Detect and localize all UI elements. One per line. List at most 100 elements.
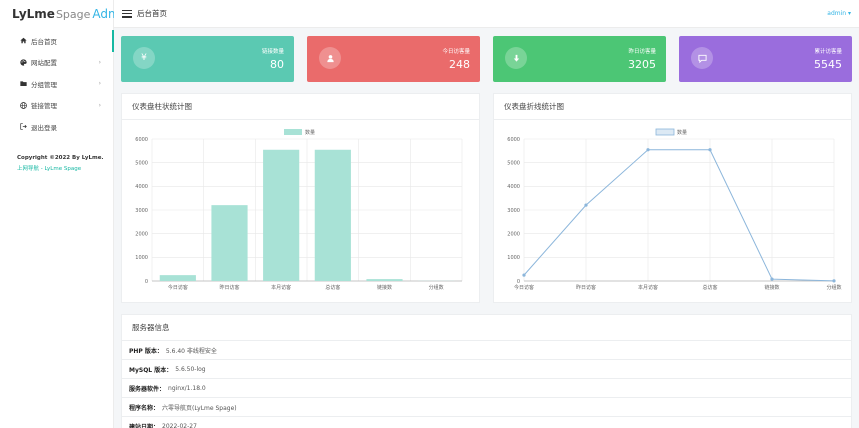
x-tick-label: 本月访客 [271, 284, 291, 291]
data-point [584, 203, 588, 207]
top-header: 后台首页 admin ▾ [114, 0, 859, 28]
x-tick-label: 链接数 [377, 284, 392, 291]
server-info-title: 服务器信息 [122, 315, 851, 341]
data-point [832, 279, 836, 283]
server-info-panel: 服务器信息 PHP 版本： 5.6.40 非线程安全 MySQL 版本： 5.6.5… [121, 314, 852, 428]
y-tick-label: 1000 [135, 255, 148, 261]
bar [211, 205, 248, 281]
stat-label: 昨日访客量 [628, 49, 656, 55]
y-tick-label: 5000 [507, 160, 520, 166]
sidebar-item-home[interactable]: 后台首页 [0, 30, 114, 52]
sidebar-item-logout[interactable]: 退出登录 [0, 116, 113, 138]
menu-toggle-icon[interactable] [122, 9, 132, 18]
x-tick-label: 今日访客 [168, 284, 188, 291]
user-icon [319, 47, 341, 69]
stat-label: 链接数量 [261, 49, 284, 55]
y-tick-label: 2000 [507, 231, 520, 237]
server-key: PHP 版本： [129, 347, 163, 355]
y-tick-label: 6000 [507, 137, 520, 143]
y-tick-label: 3000 [507, 208, 520, 214]
x-tick-label: 链接数 [764, 284, 779, 291]
y-tick-label: 4000 [507, 184, 520, 190]
legend-label: 数量 [677, 129, 687, 136]
data-point [646, 148, 650, 152]
line-chart: 数量 0 1000 2000 3000 4000 5000 6000 今日访客 昨日访客 本月访客 总… [507, 128, 842, 291]
sidebar-item-site-config[interactable]: 网站配置 › [0, 52, 113, 74]
y-tick-label: 1000 [507, 255, 520, 261]
line-chart-title: 仪表盘折线统计图 [494, 94, 851, 120]
logout-icon [17, 123, 29, 130]
user-menu[interactable]: admin ▾ [827, 10, 851, 17]
legend-label: 数量 [305, 129, 315, 136]
x-tick-label: 分组数 [429, 284, 444, 291]
x-tick-label: 今日访客 [514, 284, 534, 291]
stat-value: 5545 [814, 58, 842, 71]
yen-icon: ¥ [133, 47, 155, 69]
x-tick-label: 本月访客 [638, 284, 658, 291]
server-row-php: PHP 版本： 5.6.40 非线程安全 [122, 341, 851, 360]
y-tick-label: 0 [145, 279, 148, 285]
bar-chart-title: 仪表盘柱状统计图 [122, 94, 479, 120]
legend-swatch [655, 128, 675, 136]
y-tick-label: 0 [517, 279, 520, 285]
y-tick-label: 4000 [135, 184, 148, 190]
logo-part2: Spage [55, 7, 91, 21]
copyright-link[interactable]: 上网导航 - LyLme Spage [17, 165, 82, 172]
x-tick-label: 分组数 [826, 284, 841, 291]
sidebar-item-label: 退出登录 [31, 123, 57, 132]
bar [314, 149, 351, 281]
stat-card-links: ¥ 链接数量 80 [121, 36, 294, 82]
stat-card-today: 今日访客量 248 [307, 36, 480, 82]
home-icon [17, 37, 29, 44]
sidebar-item-label: 网站配置 [31, 59, 57, 68]
sidebar-menu: 后台首页 网站配置 › 分组管理 › 链接管理 › [0, 30, 114, 138]
server-row-software: 服务器软件： nginx/1.18.0 [122, 379, 851, 398]
x-tick-label: 总访客 [702, 284, 717, 291]
server-row-mysql: MySQL 版本： 5.6.50-log [122, 360, 851, 379]
server-key: 服务器软件： [129, 385, 166, 393]
server-row-date: 建站日期： 2022-02-27 [122, 417, 851, 428]
data-point [708, 148, 712, 152]
server-row-program: 程序名称： 六零导航页(LyLme Spage) [122, 398, 851, 417]
server-value: 2022-02-27 [162, 422, 197, 428]
sidebar-item-links[interactable]: 链接管理 › [0, 95, 113, 117]
sidebar-item-groups[interactable]: 分组管理 › [0, 73, 113, 95]
server-key: 程序名称： [129, 404, 160, 412]
copyright: Copyright ©2022 By LyLme. 上网导航 - LyLme S… [0, 138, 113, 175]
server-key: 建站日期： [129, 423, 160, 428]
stat-value: 248 [449, 58, 470, 71]
bar [159, 275, 196, 281]
copyright-text: Copyright ©2022 By LyLme. [17, 154, 104, 161]
download-icon [505, 47, 527, 69]
sidebar-item-label: 链接管理 [31, 102, 57, 111]
server-value: nginx/1.18.0 [168, 384, 206, 392]
sidebar-item-label: 后台首页 [31, 37, 57, 46]
page-title: 后台首页 [137, 9, 167, 18]
data-point [770, 277, 774, 281]
chevron-right-icon: › [98, 80, 101, 88]
globe-icon [17, 101, 29, 109]
chat-icon [691, 47, 713, 69]
chevron-right-icon: › [98, 101, 101, 109]
y-tick-label: 6000 [135, 137, 148, 143]
logo-part1: LyLme [12, 7, 55, 21]
y-tick-label: 3000 [135, 208, 148, 214]
palette-icon [17, 59, 29, 66]
x-tick-label: 昨日访客 [219, 284, 239, 291]
series-line [523, 149, 835, 282]
line-chart-panel: 仪表盘折线统计图 数量 0 1000 2000 3000 4000 5000 6000 今日访客… [493, 93, 852, 303]
stat-value: 3205 [628, 58, 656, 71]
server-value: 5.6.50-log [175, 365, 206, 373]
server-value: 六零导航页(LyLme Spage) [162, 404, 237, 412]
sidebar: LyLme Spage Admin 后台首页 网站配置 › 分组管理 › [0, 0, 131, 428]
stat-card-yesterday: 昨日访客量 3205 [493, 36, 666, 82]
data-point [522, 273, 526, 277]
folder-icon [17, 80, 29, 87]
legend-swatch [284, 129, 302, 135]
logo[interactable]: LyLme Spage Admin [0, 0, 131, 28]
bar-chart: 数量 0 1000 2000 3000 4000 5000 6000 今日访客 昨日访客 本月访客 总… [135, 129, 463, 291]
stat-value: 80 [270, 58, 284, 71]
bar [263, 149, 300, 281]
server-value: 5.6.40 非线程安全 [165, 347, 217, 355]
y-tick-label: 2000 [135, 231, 148, 237]
